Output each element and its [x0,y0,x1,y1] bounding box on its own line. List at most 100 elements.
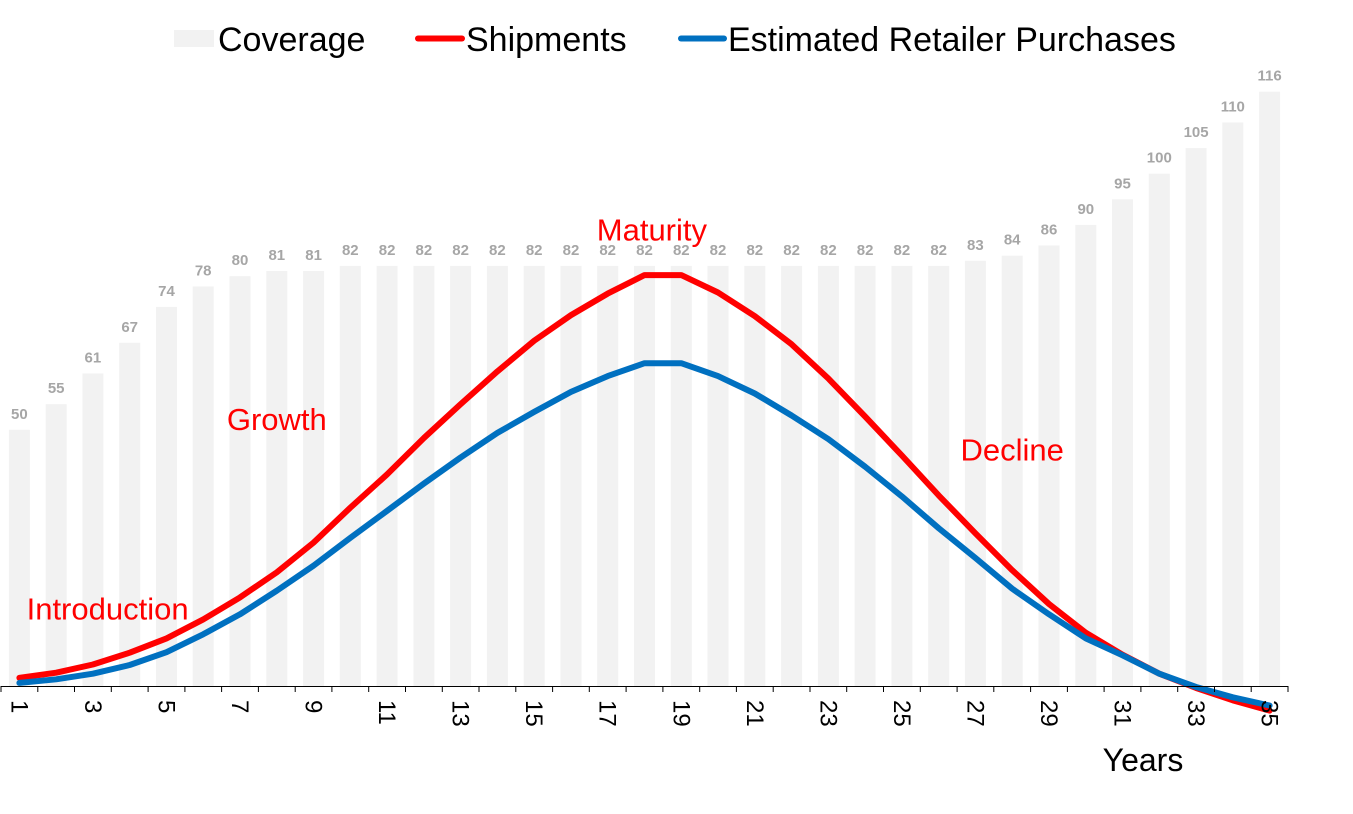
coverage-bar-value-label: 78 [195,262,212,279]
x-axis-title: Years [1103,742,1184,778]
coverage-bar [82,373,104,686]
x-tick-label: 1 [5,700,32,713]
legend-label-estimated-retailer-purchases: Estimated Retailer Purchases [728,21,1176,59]
coverage-bar [266,271,288,686]
coverage-bar-value-label: 81 [268,247,285,264]
annotation-growth: Growth [227,402,327,437]
stage-annotations: Introduction Growth Maturity Decline [27,212,1064,626]
x-tick-label: 21 [741,700,768,727]
coverage-bar-value-label: 82 [746,242,763,259]
line-shipments [16,272,1273,714]
coverage-bar-value-label: 82 [379,242,396,259]
coverage-bar-value-label: 110 [1221,99,1245,116]
coverage-bar [339,265,361,686]
coverage-bar-value-label: 84 [1004,232,1021,249]
coverage-bar-value-label: 55 [48,380,65,397]
legend: Coverage Shipments Estimated Retailer Pu… [174,21,1176,59]
legend-label-shipments: Shipments [466,21,627,59]
annotation-decline: Decline [961,433,1064,468]
x-tick-label: 25 [888,700,915,727]
coverage-bar [192,286,214,686]
coverage-bar [1148,173,1170,686]
coverage-bar-value-label: 74 [158,283,175,300]
coverage-bar [1222,122,1244,686]
coverage-bar-value-label: 82 [783,242,800,259]
coverage-bar-value-label: 82 [563,242,580,259]
coverage-bar-value-label: 83 [967,237,984,254]
coverage-bar [156,306,177,686]
coverage-bar [1259,91,1281,686]
coverage-bar-value-label: 100 [1147,150,1172,167]
coverage-bar [670,265,692,686]
x-tick-label: 5 [153,700,180,713]
coverage-bar [744,265,766,686]
coverage-bar [303,271,325,686]
coverage-bar-value-label: 82 [526,242,543,259]
coverage-bar [1185,148,1207,687]
coverage-bar-value-label: 82 [452,242,469,259]
x-tick-label: 11 [373,700,400,725]
x-tick-label: 19 [667,700,694,727]
coverage-bar [1075,224,1097,686]
annotation-maturity: Maturity [597,212,708,247]
coverage-bar-value-label: 82 [673,242,690,259]
coverage-bar-value-label: 105 [1184,124,1209,141]
coverage-bar [891,265,913,686]
x-tick-label: 35 [1256,700,1283,727]
x-tick-label: 31 [1109,700,1136,727]
coverage-bar-value-label: 82 [342,242,359,259]
x-tick-label: 17 [594,700,621,727]
coverage-bar [45,404,67,686]
x-tick-label: 9 [300,700,327,713]
coverage-bar [1001,255,1023,686]
legend-label-coverage: Coverage [218,21,365,59]
legend-swatch-coverage [174,30,214,47]
coverage-bar [817,265,839,686]
coverage-bar-value-label: 82 [489,242,506,259]
coverage-bar [707,265,729,686]
x-tick-label: 7 [226,700,253,713]
coverage-bar-value-label: 82 [820,242,837,259]
coverage-bar-value-label: 82 [857,242,874,259]
coverage-bar [597,265,619,686]
coverage-bar [229,276,251,686]
x-tick-label: 13 [447,700,474,727]
coverage-bar [523,265,545,686]
coverage-bar [1038,245,1060,686]
coverage-bar-value-label: 61 [85,350,102,367]
coverage-bar [1112,199,1133,687]
coverage-bar-labels: 50 55 61 67 74 78 80 81 81 82 82 82 82 82 82 82 82 82 82 82… [11,68,1282,423]
coverage-bar-value-label: 82 [636,242,653,259]
coverage-bar-value-label: 82 [710,242,727,259]
x-axis: 1 3 5 7 9 11 13 15 17 19 21 23 25 27 29 31 33 35 [0,686,1289,727]
coverage-bar-value-label: 80 [232,252,249,269]
coverage-bar [928,265,950,686]
x-tick-label: 27 [961,700,988,727]
x-tick-label: 3 [79,700,106,713]
coverage-bar [486,265,508,686]
coverage-bar-value-label: 82 [416,242,433,259]
coverage-bar [781,265,803,686]
series-lines [16,272,1273,714]
x-tick-label: 15 [520,700,547,727]
coverage-bar [964,260,986,686]
x-tick-label: 33 [1182,700,1209,727]
coverage-bar [8,429,30,686]
coverage-bar-value-label: 95 [1114,175,1131,192]
coverage-bar-value-label: 116 [1257,68,1281,85]
coverage-bar-value-label: 86 [1041,221,1058,238]
coverage-bar-value-label: 82 [930,242,947,259]
coverage-bar [413,265,435,686]
coverage-bar-value-label: 67 [121,319,138,336]
x-tick-label: 23 [814,700,841,727]
coverage-bar-value-label: 50 [11,406,28,423]
line-estimated-retailer-purchases [16,360,1273,709]
x-tick-label: 29 [1035,700,1062,727]
coverage-bar-value-label: 82 [599,242,616,259]
annotation-introduction: Introduction [27,591,189,626]
coverage-bars [8,91,1281,687]
coverage-bar-value-label: 81 [305,247,322,264]
coverage-bar [634,265,655,686]
coverage-bar [560,265,582,686]
